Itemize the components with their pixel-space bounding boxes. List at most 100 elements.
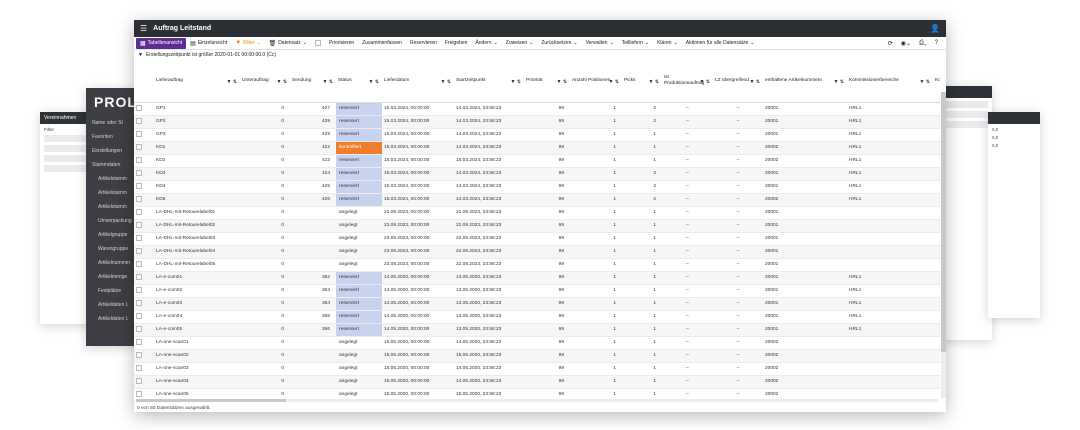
column-filter-icon[interactable]: ▼ ⇅ — [608, 79, 619, 85]
table-row[interactable]: GP1 0 427 reserviert 15.03.2024, 00:00:00 14.… — [134, 102, 940, 116]
column-filter-icon[interactable]: ▼ ⇅ — [510, 79, 521, 85]
row-checkbox[interactable] — [136, 235, 142, 242]
toolbar-action-button[interactable]: Ändern ⌄ — [471, 38, 501, 49]
row-checkbox[interactable] — [136, 300, 142, 307]
column-header[interactable]: Ko — [933, 60, 940, 103]
table-row[interactable]: LA-e-com04 0 365 reserviert 14.05.2020, 00:0… — [134, 310, 940, 324]
column-header[interactable]: enthaltene Artikelnummern ▼ ⇅ — [763, 60, 847, 103]
row-select-cell[interactable] — [134, 388, 154, 398]
row-select-cell[interactable] — [134, 245, 154, 259]
column-filter-icon[interactable]: ▼ ⇅ — [648, 79, 659, 85]
row-select-cell[interactable] — [134, 375, 154, 389]
row-select-cell[interactable] — [134, 180, 154, 194]
table-row[interactable]: LA-DHL-mit-Retourelabel05 0 angelegt 23.08.… — [134, 258, 940, 272]
help-icon[interactable]: ? — [934, 40, 938, 46]
row-select-cell[interactable] — [134, 141, 154, 155]
table-row[interactable]: GP2 0 429 reserviert 15.03.2024, 00:00:00 14.… — [134, 115, 940, 129]
scroll-thumb[interactable] — [941, 92, 946, 352]
table-row[interactable]: KD2 0 423 reserviert 15.03.2024, 00:00:00 15.… — [134, 154, 940, 168]
table-row[interactable]: LA-DHL-mit-Retourelabel03 0 angelegt 23.08.… — [134, 232, 940, 246]
toolbar-action-button[interactable]: Freigeben — [441, 38, 472, 49]
row-select-cell[interactable] — [134, 193, 154, 207]
row-checkbox[interactable] — [136, 287, 142, 294]
row-checkbox[interactable] — [136, 144, 142, 151]
column-filter-icon[interactable]: ▼ ⇅ — [226, 79, 237, 85]
column-filter-icon[interactable]: ▼ ⇅ — [440, 79, 451, 85]
table-row[interactable]: KD3 0 424 reserviert 15.03.2024, 00:00:00 14.… — [134, 167, 940, 181]
table-row[interactable]: LA-DHL-mit-Retourelabel02 0 angelegt 23.08.… — [134, 219, 940, 233]
row-checkbox[interactable] — [136, 222, 142, 229]
row-checkbox[interactable] — [136, 365, 142, 372]
column-header[interactable]: Picks ▼ ⇅ — [622, 60, 662, 103]
table-row[interactable]: LA-e-com02 0 363 reserviert 14.05.2020, 00:0… — [134, 284, 940, 298]
row-checkbox[interactable] — [136, 313, 142, 320]
table-row[interactable]: LA-one-scan04 0 angelegt 15.05.2020, 00:00:… — [134, 375, 940, 389]
toolbar-action-button[interactable]: Zuweisen ⌄ — [502, 38, 538, 49]
table-row[interactable]: LA-e-com01 0 362 reserviert 14.05.2020, 00:0… — [134, 271, 940, 285]
select-all-checkbox[interactable] — [311, 38, 325, 49]
row-checkbox[interactable] — [136, 118, 142, 125]
row-checkbox[interactable] — [136, 196, 142, 203]
toolbar-action-button[interactable]: Klären ⌄ — [653, 38, 682, 49]
column-filter-icon[interactable]: ▼ ⇅ — [368, 79, 379, 85]
table-row[interactable]: LA-e-com03 0 364 reserviert 14.05.2020, 00:0… — [134, 297, 940, 311]
row-checkbox[interactable] — [136, 131, 142, 138]
row-checkbox[interactable] — [136, 326, 142, 333]
row-checkbox[interactable] — [136, 170, 142, 177]
eye-icon[interactable]: ◉⌄ — [900, 40, 912, 47]
row-checkbox[interactable] — [136, 261, 142, 268]
column-filter-icon[interactable]: ▼ ⇅ — [833, 79, 844, 85]
refresh-icon[interactable]: ⟳ — [887, 40, 893, 47]
row-checkbox[interactable] — [136, 339, 142, 346]
table-row[interactable]: KD5 0 426 reserviert 15.03.2024, 00:00:00 14.… — [134, 193, 940, 207]
column-filter-icon[interactable]: ▼ ⇅ — [322, 79, 333, 85]
column-filter-icon[interactable]: ▼ ⇅ — [556, 79, 567, 85]
row-select-cell[interactable] — [134, 154, 154, 168]
column-header[interactable]: Kommissionierbereiche ▼ ⇅ — [847, 60, 933, 103]
column-header[interactable]: Priorität ▼ ⇅ — [524, 60, 570, 103]
toolbar-action-button[interactable]: Zurücksetzen ⌄ — [537, 38, 581, 49]
column-header[interactable]: Unterauftrag ▼ ⇅ — [240, 60, 290, 103]
column-header[interactable]: Sendung ▼ ⇅ — [290, 60, 336, 103]
row-select-cell[interactable] — [134, 167, 154, 181]
column-header[interactable]: Anzahl Positionen ▼ ⇅ — [570, 60, 622, 103]
vertical-scrollbar[interactable] — [941, 92, 946, 398]
row-select-cell[interactable] — [134, 284, 154, 298]
table-row[interactable]: LA-e-com05 0 366 reserviert 14.05.2020, 00:0… — [134, 323, 940, 337]
row-select-cell[interactable] — [134, 102, 154, 116]
column-filter-icon[interactable]: ▼ ⇅ — [749, 79, 760, 85]
user-icon[interactable]: 👤 — [930, 24, 940, 33]
toolbar-action-button[interactable]: Priorisieren — [325, 38, 358, 49]
column-header[interactable]: Startzeitpunkt ▼ ⇅ — [454, 60, 524, 103]
table-row[interactable]: GP3 0 429 reserviert 15.03.2024, 00:00:00 14.… — [134, 128, 940, 142]
row-checkbox[interactable] — [136, 105, 142, 112]
toolbar-action-button[interactable]: Reservieren — [406, 38, 441, 49]
row-checkbox[interactable] — [136, 274, 142, 281]
row-select-cell[interactable] — [134, 232, 154, 246]
column-header[interactable]: Status ▼ ⇅ — [336, 60, 382, 103]
row-checkbox[interactable] — [136, 352, 142, 359]
table-row[interactable]: KD4 0 425 reserviert 15.03.2024, 00:00:00 14.… — [134, 180, 940, 194]
column-header[interactable]: Lieferdatum ▼ ⇅ — [382, 60, 454, 103]
table-row[interactable]: LA-one-scan03 0 angelegt 15.05.2020, 00:00:… — [134, 362, 940, 376]
row-select-cell[interactable] — [134, 336, 154, 350]
column-filter-icon[interactable]: ▼ ⇅ — [919, 79, 930, 85]
table-row[interactable]: LA-DHL-mit-Retourelabel04 0 angelegt 23.08.… — [134, 245, 940, 259]
scroll-thumb[interactable] — [136, 399, 286, 402]
toolbar-action-button[interactable]: Zusammenfassen — [358, 38, 406, 49]
row-select-cell[interactable] — [134, 271, 154, 285]
row-checkbox[interactable] — [136, 378, 142, 385]
toolbar-action-button[interactable]: Teilliefern ⌄ — [618, 38, 653, 49]
column-header[interactable]: Lieferauftrag ▼ ⇅ — [154, 60, 240, 103]
table-row[interactable]: LA-one-scan05 0 angelegt 15.05.2020, 00:00:… — [134, 388, 940, 398]
filter-icon[interactable]: ▼ — [138, 51, 143, 58]
row-checkbox[interactable] — [136, 183, 142, 190]
row-select-cell[interactable] — [134, 310, 154, 324]
table-row[interactable]: KD1 0 422 kontrolliert 15.03.2024, 00:00:00 1… — [134, 141, 940, 155]
row-select-cell[interactable] — [134, 362, 154, 376]
row-checkbox[interactable] — [136, 248, 142, 255]
row-select-cell[interactable] — [134, 219, 154, 233]
print-icon[interactable]: ⎙⌄ — [919, 39, 927, 46]
table-row[interactable]: LA-one-scan01 0 angelegt 15.05.2020, 00:00:… — [134, 336, 940, 350]
einzelansicht-button[interactable]: ▤ Einzelansicht — [186, 38, 231, 49]
